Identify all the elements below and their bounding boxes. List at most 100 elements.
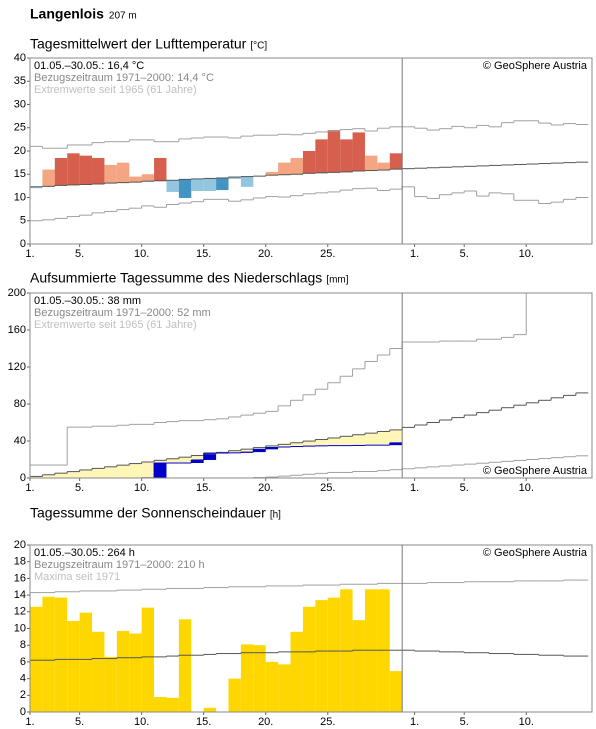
temperature-bar bbox=[302, 151, 316, 174]
temperature-bar bbox=[166, 180, 179, 192]
info-text: Maxima seit 1971 bbox=[34, 571, 120, 583]
deviation-area bbox=[352, 434, 365, 446]
deviation-area bbox=[340, 436, 353, 446]
daily-increment bbox=[265, 447, 279, 450]
temperature-bar bbox=[116, 162, 130, 183]
bar bbox=[389, 671, 403, 712]
deviation-area bbox=[253, 447, 266, 450]
bar bbox=[116, 631, 130, 712]
x-tick-label: 5. bbox=[460, 482, 469, 494]
credit: © GeoSphere Austria bbox=[483, 547, 588, 559]
daily-increment bbox=[389, 442, 403, 446]
bar bbox=[30, 606, 43, 712]
temperature-bar bbox=[327, 130, 341, 173]
temperature-bar bbox=[42, 169, 55, 187]
plot-frame bbox=[29, 292, 593, 479]
y-tick-label: 15 bbox=[14, 168, 26, 180]
deviation-area bbox=[116, 465, 130, 478]
temperature-bar bbox=[92, 157, 105, 185]
x-tick-label: 5. bbox=[75, 716, 84, 728]
bar bbox=[104, 656, 117, 712]
deviation-area bbox=[228, 450, 241, 453]
x-tick-label: 5. bbox=[75, 482, 84, 494]
y-tick-label: 6 bbox=[20, 656, 26, 668]
bar bbox=[154, 696, 167, 712]
temperature-bar bbox=[191, 178, 204, 191]
bar bbox=[302, 606, 316, 712]
x-tick-label: 1. bbox=[410, 248, 419, 260]
x-tick-label: 5. bbox=[460, 248, 469, 260]
y-tick-label: 0 bbox=[20, 706, 26, 718]
bar bbox=[203, 707, 217, 712]
y-tick-label: 160 bbox=[8, 324, 26, 336]
y-tick-label: 25 bbox=[14, 122, 26, 134]
x-tick-label: 1. bbox=[410, 482, 419, 494]
temperature-bar bbox=[352, 132, 365, 171]
y-tick-label: 2 bbox=[20, 689, 26, 701]
temperature-bar bbox=[228, 177, 241, 179]
temperature-bar bbox=[240, 176, 254, 187]
temperature-bar bbox=[54, 157, 68, 186]
bar bbox=[352, 620, 365, 712]
x-tick-label: 1. bbox=[25, 248, 34, 260]
deviation-area bbox=[30, 476, 43, 478]
x-tick-label: 10. bbox=[519, 716, 534, 728]
daily-increment bbox=[203, 453, 217, 460]
deviation-area bbox=[327, 437, 341, 446]
bar bbox=[265, 661, 279, 712]
x-tick-label: 25. bbox=[320, 248, 335, 260]
deviation-area bbox=[290, 442, 303, 447]
x-tick-label: 15. bbox=[196, 248, 211, 260]
x-tick-label: 25. bbox=[320, 482, 335, 494]
panel-title: Tagessumme der Sonnenscheindauer bbox=[30, 505, 266, 521]
bar bbox=[166, 697, 179, 712]
deviation-area bbox=[364, 433, 378, 446]
info-text: Bezugszeitraum 1971–2000: 210 h bbox=[34, 559, 205, 571]
deviation-area bbox=[240, 449, 254, 453]
y-tick-label: 14 bbox=[14, 589, 26, 601]
y-tick-label: 10 bbox=[14, 622, 26, 634]
x-tick-label: 10. bbox=[519, 248, 534, 260]
info-text: Bezugszeitraum 1971–2000: 52 mm bbox=[34, 307, 211, 319]
y-tick-label: 30 bbox=[14, 98, 26, 110]
x-tick-label: 20. bbox=[258, 248, 273, 260]
bar bbox=[290, 631, 303, 712]
y-tick-label: 200 bbox=[8, 287, 26, 299]
deviation-area bbox=[389, 429, 403, 443]
y-tick-label: 12 bbox=[14, 606, 26, 618]
x-tick-label: 10. bbox=[134, 716, 149, 728]
y-tick-label: 40 bbox=[14, 435, 26, 447]
temperature-bar bbox=[377, 162, 390, 171]
y-tick-label: 35 bbox=[14, 75, 26, 87]
bar bbox=[178, 619, 192, 712]
bar bbox=[141, 607, 155, 712]
y-tick-label: 0 bbox=[20, 472, 26, 484]
y-tick-label: 120 bbox=[8, 361, 26, 373]
x-tick-label: 1. bbox=[25, 716, 34, 728]
y-tick-label: 40 bbox=[14, 52, 26, 64]
bar bbox=[240, 644, 254, 712]
deviation-area bbox=[377, 431, 390, 446]
temperature-bar bbox=[315, 139, 328, 173]
deviation-area bbox=[129, 463, 142, 478]
y-tick-label: 4 bbox=[20, 673, 26, 685]
temperature-bar bbox=[389, 153, 403, 170]
bar bbox=[228, 678, 241, 712]
deviation-area bbox=[278, 444, 291, 448]
daily-increment bbox=[253, 449, 266, 453]
temperature-bar bbox=[216, 177, 229, 191]
temperature-bar bbox=[364, 155, 378, 171]
y-tick-label: 8 bbox=[20, 639, 26, 651]
y-tick-label: 10 bbox=[14, 191, 26, 203]
panel-unit: [°C] bbox=[250, 41, 267, 52]
temperature-bar bbox=[265, 171, 279, 176]
deviation-area bbox=[104, 466, 117, 478]
panel-unit: [h] bbox=[270, 510, 281, 521]
info-text: Bezugszeitraum 1971–2000: 14,4 °C bbox=[34, 72, 214, 84]
info-text: Extremwerte seit 1965 (61 Jahre) bbox=[34, 319, 197, 331]
station-name: Langenlois bbox=[30, 6, 104, 22]
y-tick-label: 18 bbox=[14, 556, 26, 568]
deviation-area bbox=[265, 445, 279, 448]
info-text: 01.05.–30.05.: 264 h bbox=[34, 547, 135, 559]
temperature-bar bbox=[178, 179, 192, 198]
